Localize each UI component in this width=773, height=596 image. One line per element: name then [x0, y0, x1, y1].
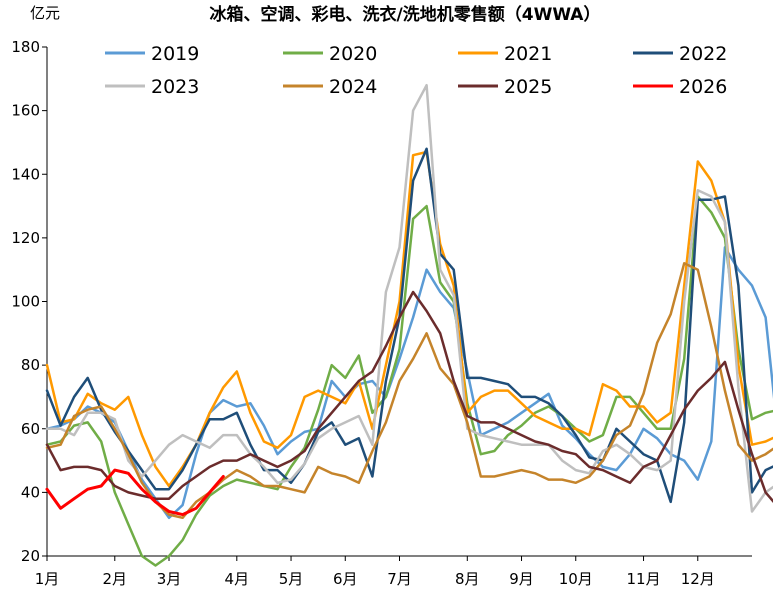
y-tick-label: 20: [21, 547, 40, 565]
series-line-2024: [45, 262, 773, 520]
y-tick-label: 40: [21, 483, 40, 501]
x-tick-label: 7月: [387, 570, 412, 588]
x-tick-label: 3月: [157, 570, 182, 588]
legend-label-2022: 2022: [679, 43, 727, 65]
x-tick-label: 11月: [626, 570, 660, 588]
x-tick-label: 4月: [225, 570, 250, 588]
x-tick-label: 10月: [559, 570, 593, 588]
x-tick-label: 12月: [681, 570, 715, 588]
chart-unit-label: 亿元: [30, 4, 60, 22]
x-tick-label: 1月: [35, 570, 60, 588]
chart-axes: 20 40 60 80 100 120 140 160 180 1月 2月 3月 4月 5月 6月 7月 8月 9…: [11, 38, 752, 588]
legend-label-2026: 2026: [679, 76, 727, 98]
chart-legend: 2019 2020 2021 2022 2023 2024 2025 2026: [105, 43, 727, 98]
chart-series-group: [45, 83, 773, 567]
legend-label-2024: 2024: [329, 76, 377, 98]
x-tick-label: 9月: [509, 570, 534, 588]
series-line-2021: [45, 150, 773, 488]
y-tick-label: 100: [11, 293, 40, 311]
x-tick-label: 6月: [333, 570, 358, 588]
legend-label-2025: 2025: [504, 76, 552, 98]
x-tick-label: 2月: [103, 570, 128, 588]
x-tick-label: 8月: [455, 570, 480, 588]
y-tick-label: 180: [11, 38, 40, 56]
series-line-2025: [45, 290, 773, 504]
y-tick-label: 140: [11, 165, 40, 183]
legend-label-2019: 2019: [151, 43, 199, 65]
chart-title: 冰箱、空调、彩电、洗衣/洗地机零售额（4WWA）: [210, 4, 601, 25]
series-line-2020: [45, 195, 773, 567]
y-tick-label: 60: [21, 420, 40, 438]
series-line-2026: [45, 468, 225, 517]
series-line-2023: [45, 83, 773, 513]
legend-label-2021: 2021: [504, 43, 552, 65]
x-tick-label: 5月: [279, 570, 304, 588]
y-tick-label: 120: [11, 229, 40, 247]
legend-label-2020: 2020: [329, 43, 377, 65]
series-line-2019: [45, 246, 773, 520]
y-tick-label: 160: [11, 102, 40, 120]
y-tick-label: 80: [21, 356, 40, 374]
legend-label-2023: 2023: [151, 76, 199, 98]
